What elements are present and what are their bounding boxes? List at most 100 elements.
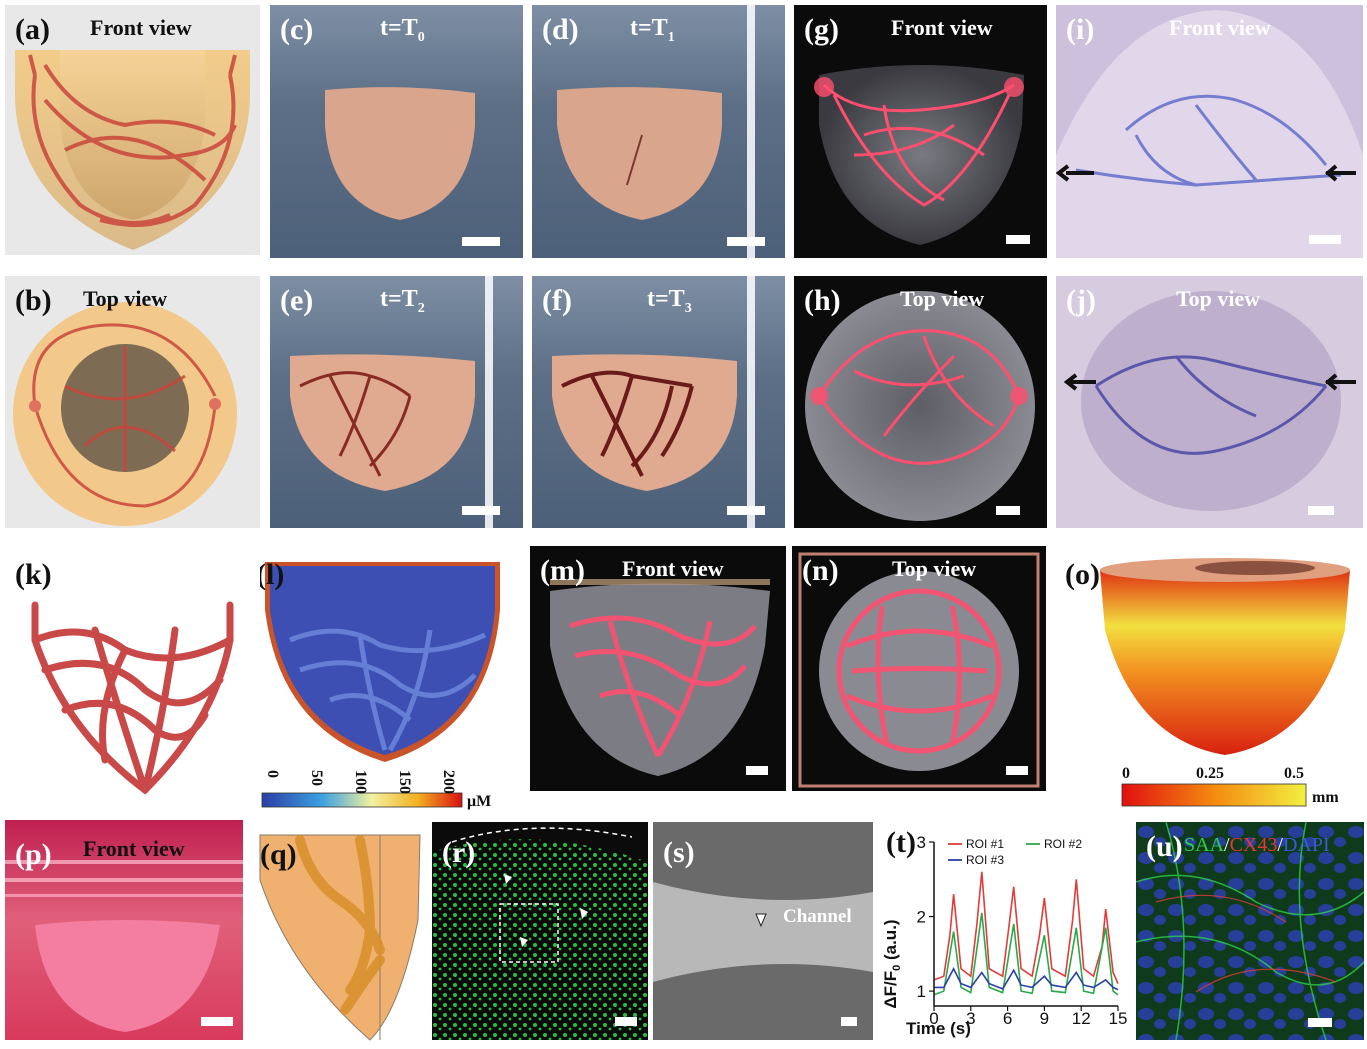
panel-s: (s) Channel xyxy=(653,822,873,1040)
panel-title-p: Front view xyxy=(83,836,185,861)
panel-label-k: (k) xyxy=(15,558,52,591)
panel-label-g: (g) xyxy=(804,13,839,46)
colorbar-l: 0 50 100 150 200 μM xyxy=(261,770,491,810)
panel-label-c: (c) xyxy=(280,13,314,46)
panel-b: (b) Top view xyxy=(5,276,260,528)
panel-title-i: Front view xyxy=(1169,15,1271,40)
colorbar-gradient xyxy=(261,792,463,808)
timepoint-label-f: t=T3 xyxy=(647,286,692,316)
timepoint-label-e: t=T2 xyxy=(380,286,425,316)
scale-bar xyxy=(201,1017,233,1026)
scale-bar xyxy=(727,237,765,246)
heart-in-bath-photo-t2 xyxy=(290,276,493,528)
legend-label-roi-3: ROI #3 xyxy=(966,853,1004,867)
thickness-map-3d xyxy=(1100,558,1350,755)
cbar-l-tick-3: 150 xyxy=(396,770,413,794)
x-tick-label-4: 12 xyxy=(1072,1009,1091,1028)
panel-label-h: (h) xyxy=(804,284,841,317)
panel-k: (k) xyxy=(5,550,260,810)
panel-g: (g) Front view xyxy=(794,5,1047,258)
panel-label-q: (q) xyxy=(260,838,297,871)
cbar-o-tick-1: 0.25 xyxy=(1196,765,1224,782)
scale-bar xyxy=(1308,1018,1332,1027)
panel-label-p: (p) xyxy=(15,838,52,871)
x-tick-label-2: 6 xyxy=(1003,1009,1012,1028)
scale-bar xyxy=(841,1017,857,1026)
oxygen-concentration-map xyxy=(265,562,500,762)
scale-bar xyxy=(1006,235,1030,244)
panel-title-h: Top view xyxy=(900,286,985,311)
panel-label-i: (i) xyxy=(1066,13,1095,46)
colorbar-gradient xyxy=(1121,783,1307,807)
scale-bar xyxy=(746,766,768,775)
panel-label-e: (e) xyxy=(280,284,314,317)
timepoint-label-c: t=T0 xyxy=(380,15,425,45)
cbar-o-tick-0: 0 xyxy=(1122,765,1130,782)
panel-f: (f) t=T3 xyxy=(532,276,785,528)
cbar-o-tick-2: 0.5 xyxy=(1284,765,1304,782)
immunostaining-micrograph xyxy=(1136,822,1364,1040)
panel-d: (d) t=T1 xyxy=(532,5,785,258)
panel-title-g: Front view xyxy=(891,15,993,40)
cbar-l-tick-0: 0 xyxy=(264,770,281,778)
panel-j: (j) Top view xyxy=(1056,276,1363,528)
panel-label-r: (r) xyxy=(442,836,476,869)
panel-t: 0 3 6 9 12 15 1 2 3 Time (s) ΔF/F0 (a.u.) ROI #1… xyxy=(876,822,1134,1047)
scale-bar xyxy=(1006,766,1028,775)
panel-label-s: (s) xyxy=(663,836,695,869)
x-tick-label-3: 9 xyxy=(1040,1009,1049,1028)
panel-label-o: (o) xyxy=(1065,558,1100,591)
panel-label-t: (t) xyxy=(886,826,916,859)
series-line-roi-2 xyxy=(933,912,1119,996)
y-tick-label-1: 2 xyxy=(917,908,926,927)
scale-bar xyxy=(462,506,500,515)
vascular-network-model xyxy=(31,601,234,795)
cbar-o-unit: mm xyxy=(1312,789,1339,806)
panel-label-u: (u) xyxy=(1146,830,1183,863)
panel-title-b: Top view xyxy=(83,286,168,311)
x-axis-label: Time (s) xyxy=(906,1019,971,1038)
heart-in-bath-photo-t0 xyxy=(325,87,475,220)
panel-label-j: (j) xyxy=(1066,284,1096,317)
stain-legend: SAA/CX43/DAPI xyxy=(1184,834,1330,856)
panel-c: (c) t=T0 xyxy=(270,5,523,258)
vascular-top-fluorescence xyxy=(805,291,1035,521)
y-tick-label-0: 1 xyxy=(917,982,926,1001)
panel-label-a: (a) xyxy=(15,13,50,46)
panel-title-m: Front view xyxy=(622,556,724,581)
series-line-roi-1 xyxy=(933,871,1119,984)
panel-e: (e) t=T2 xyxy=(270,276,523,528)
cbar-l-unit: μM xyxy=(467,793,491,810)
panel-label-n: (n) xyxy=(802,554,839,587)
tissue-section-model xyxy=(259,834,421,1041)
panel-title-a: Front view xyxy=(90,15,192,40)
panel-m: (m) Front view xyxy=(530,546,786,791)
panel-title-j: Top view xyxy=(1176,286,1261,311)
dye-perfused-top-photo xyxy=(1063,291,1356,511)
panel-label-l: (l) xyxy=(260,558,285,591)
panel-l: (l) xyxy=(260,550,522,812)
scale-bar xyxy=(1309,235,1341,244)
x-tick-label-1: 3 xyxy=(966,1009,975,1028)
panel-label-d: (d) xyxy=(542,13,579,46)
x-tick-label-5: 15 xyxy=(1109,1009,1128,1028)
vascular-front-fluorescence xyxy=(814,65,1024,245)
heart-model-front-illustration xyxy=(15,50,250,250)
cbar-l-tick-2: 100 xyxy=(352,770,369,794)
dye-perfused-front-photo xyxy=(1056,10,1363,258)
panel-n: (n) Top view xyxy=(792,546,1046,791)
colorbar-l-ticks: 0 50 100 150 200 xyxy=(264,770,457,794)
x-tick-label-0: 0 xyxy=(929,1009,938,1028)
cbar-l-tick-4: 200 xyxy=(440,770,457,794)
scale-bar xyxy=(462,237,500,246)
panel-h: (h) Top view xyxy=(794,276,1047,528)
heart-in-bath-photo-t3 xyxy=(552,276,755,528)
panel-label-b: (b) xyxy=(15,284,52,317)
scale-bar xyxy=(996,506,1020,515)
legend-label-roi-1: ROI #1 xyxy=(966,837,1004,851)
printed-heart-top-fluorescence xyxy=(798,552,1040,788)
y-axis-label: ΔF/F0 (a.u.) xyxy=(881,919,903,1008)
panel-a: (a) Front view xyxy=(5,5,260,255)
scale-bar xyxy=(727,506,765,515)
series-line-roi-3 xyxy=(934,966,1119,991)
